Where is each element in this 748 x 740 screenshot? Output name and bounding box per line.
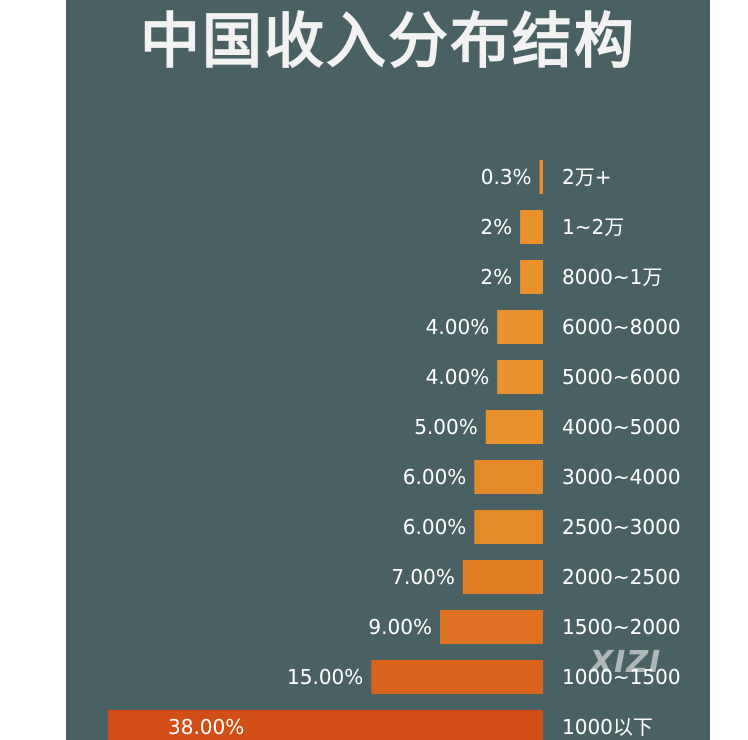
category-label-7: 2500~3000 (562, 515, 681, 539)
value-label-0: 0.3% (481, 165, 532, 189)
category-label-11: 1000以下 (562, 715, 653, 739)
bar-7 (474, 510, 543, 544)
value-label-6: 6.00% (403, 465, 467, 489)
category-label-10: 1000~1500 (562, 665, 681, 689)
bar-3 (497, 310, 543, 344)
bar-1 (520, 210, 543, 244)
value-label-3: 4.00% (426, 315, 490, 339)
bar-9 (439, 610, 543, 644)
chart-title: 中国收入分布结构 (140, 7, 636, 77)
bar-2 (520, 260, 543, 294)
category-label-6: 3000~4000 (562, 465, 681, 489)
watermark-text: XIZI (590, 645, 662, 680)
category-label-2: 8000~1万 (562, 265, 662, 289)
value-label-4: 4.00% (426, 365, 490, 389)
bar-8 (462, 560, 543, 594)
value-label-2: 2% (480, 265, 512, 289)
bar-5 (485, 410, 543, 444)
bar-4 (497, 360, 543, 394)
bar-0 (539, 160, 543, 194)
value-label-8: 7.00% (391, 565, 455, 589)
value-label-10: 15.00% (287, 665, 363, 689)
category-label-8: 2000~2500 (562, 565, 681, 589)
chart-panel (66, 0, 710, 740)
value-label-5: 5.00% (414, 415, 478, 439)
category-label-9: 1500~2000 (562, 615, 681, 639)
bar-10 (371, 660, 543, 694)
value-label-9: 9.00% (368, 615, 432, 639)
bar-11 (108, 710, 543, 740)
category-label-3: 6000~8000 (562, 315, 681, 339)
category-label-5: 4000~5000 (562, 415, 681, 439)
category-label-0: 2万+ (562, 165, 611, 189)
category-label-4: 5000~6000 (562, 365, 681, 389)
value-label-1: 2% (480, 215, 512, 239)
bar-6 (474, 460, 543, 494)
value-label-11: 38.00% (168, 715, 244, 739)
value-label-7: 6.00% (403, 515, 467, 539)
category-label-1: 1~2万 (562, 215, 624, 239)
